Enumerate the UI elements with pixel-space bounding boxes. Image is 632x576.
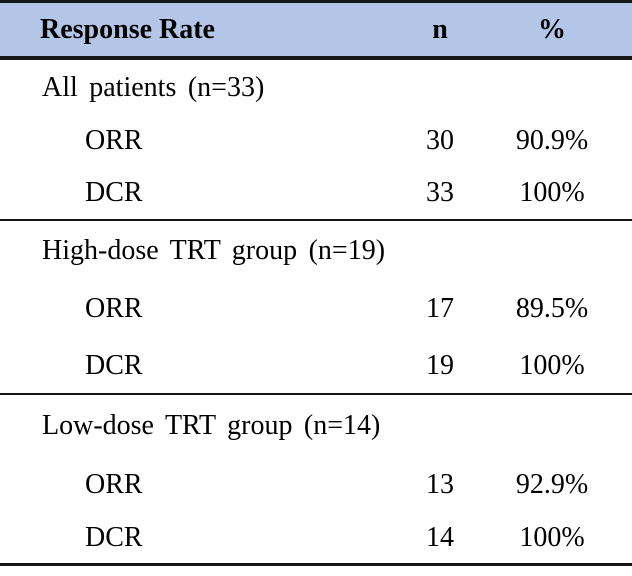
table-row: ORR 13 92.9% (0, 456, 632, 513)
header-n: n (432, 13, 448, 45)
cell-n: 30 (426, 125, 454, 156)
cell-n: 13 (426, 468, 454, 500)
table-row: DCR 19 100% (0, 338, 632, 393)
cell-percent: 92.9% (515, 468, 589, 500)
header-response-rate: Response Rate (40, 13, 215, 45)
row-label: ORR (85, 293, 143, 324)
section-title-row: All patients (n=33) (0, 60, 632, 115)
table-row: ORR 30 90.9% (0, 115, 632, 167)
row-label: DCR (85, 522, 143, 553)
cell-n: 19 (426, 349, 454, 381)
row-label: ORR (85, 125, 143, 156)
row-label: DCR (85, 177, 143, 208)
section-title: High-dose TRT group (n=19) (42, 234, 386, 266)
row-label: DCR (85, 349, 143, 381)
cell-n: 14 (426, 522, 454, 553)
header-percent: % (538, 13, 566, 45)
table-row: DCR 33 100% (0, 167, 632, 219)
cell-percent: 90.9% (515, 125, 589, 156)
cell-percent: 100% (519, 349, 585, 381)
section-title-row: Low-dose TRT group (n=14) (0, 395, 632, 456)
section-high-dose: High-dose TRT group (n=19) ORR 17 89.5% … (0, 221, 632, 395)
table-row: ORR 17 89.5% (0, 280, 632, 338)
section-title-row: High-dose TRT group (n=19) (0, 221, 632, 280)
cell-percent: 100% (519, 522, 585, 553)
row-label: ORR (85, 468, 143, 500)
cell-n: 33 (426, 177, 454, 208)
table-header: Response Rate n % (0, 0, 632, 60)
cell-percent: 89.5% (515, 293, 589, 324)
section-low-dose: Low-dose TRT group (n=14) ORR 13 92.9% D… (0, 395, 632, 566)
section-title: Low-dose TRT group (n=14) (42, 409, 381, 441)
section-all-patients: All patients (n=33) ORR 30 90.9% DCR 33 … (0, 60, 632, 221)
section-title: All patients (n=33) (42, 71, 265, 103)
cell-percent: 100% (519, 177, 585, 208)
cell-n: 17 (426, 293, 454, 324)
table-row: DCR 14 100% (0, 513, 632, 563)
